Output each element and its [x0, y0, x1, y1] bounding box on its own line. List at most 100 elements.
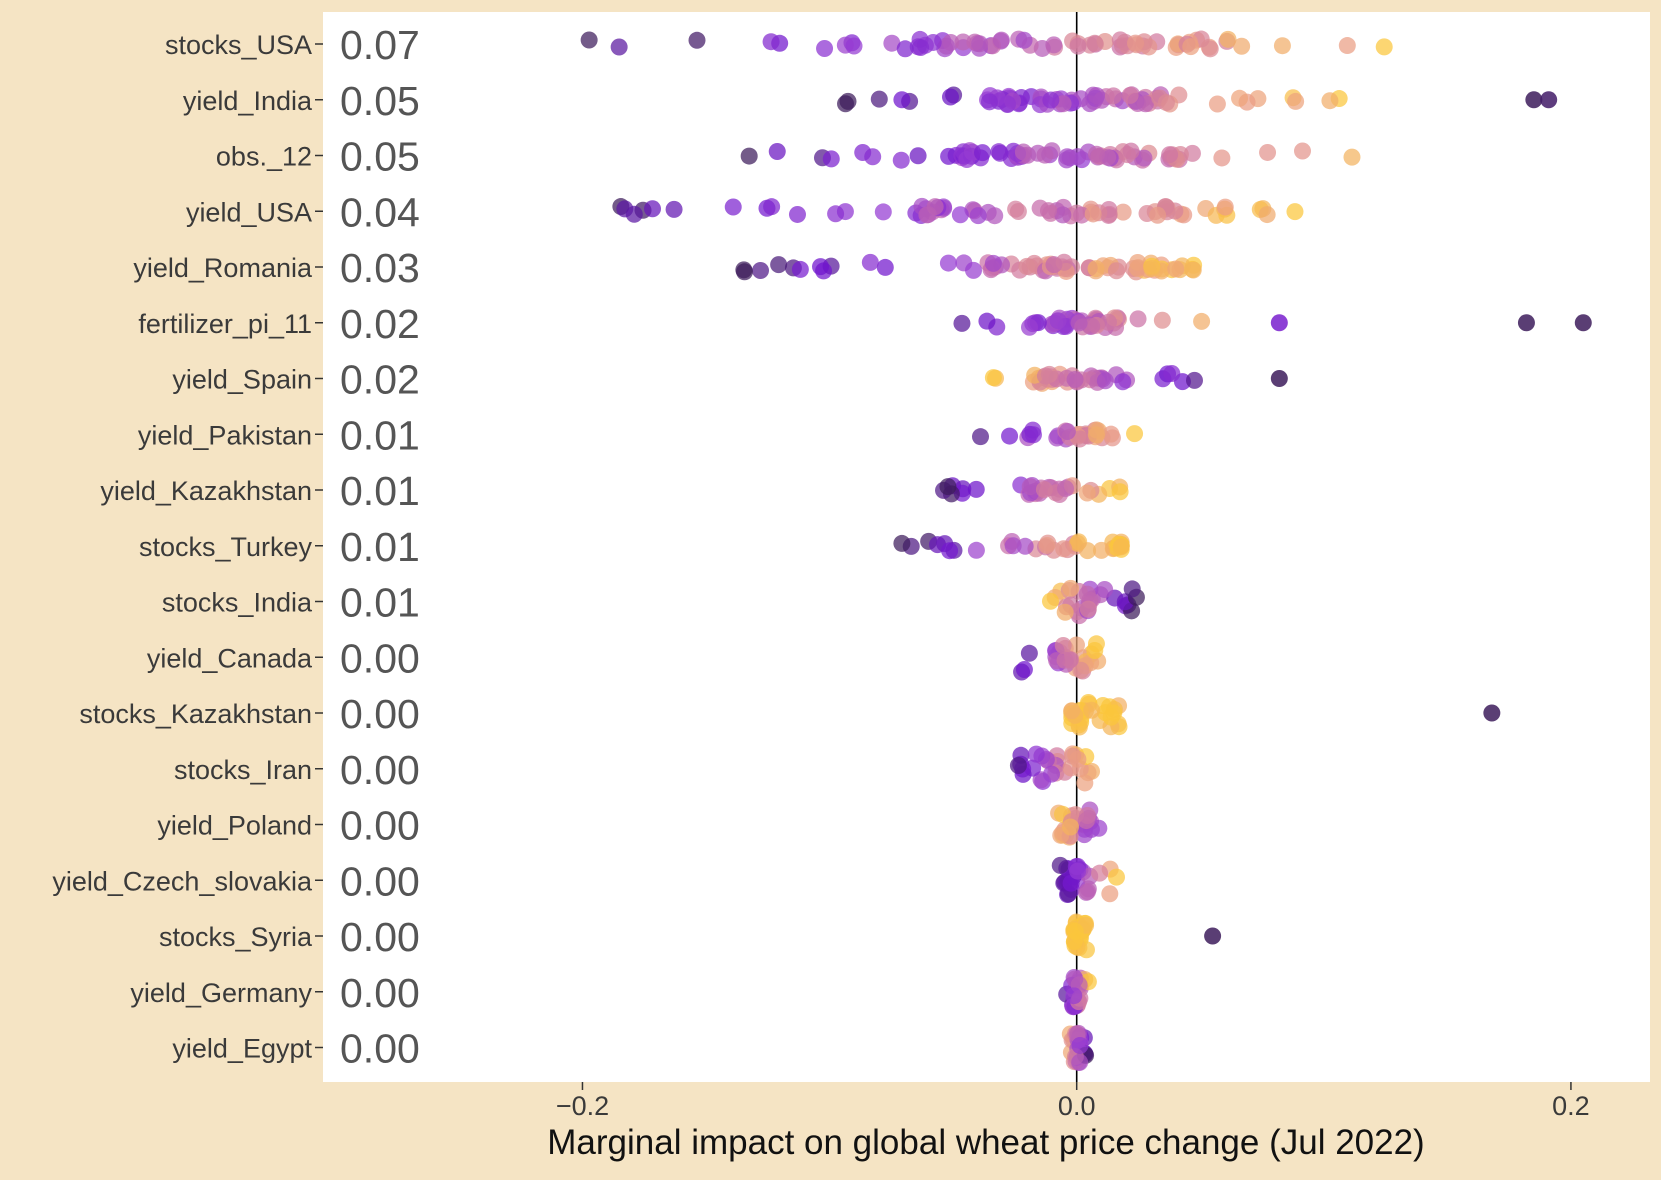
data-point	[1014, 143, 1032, 161]
feature-label: yield_Spain	[172, 365, 312, 395]
data-point	[1066, 970, 1084, 988]
data-point	[1069, 37, 1087, 55]
feature-label: stocks_India	[162, 588, 313, 618]
data-point	[1163, 365, 1181, 383]
data-point	[1167, 260, 1185, 278]
data-point	[953, 314, 971, 332]
data-point	[1078, 484, 1096, 502]
data-point	[1114, 373, 1132, 391]
data-point	[984, 254, 1002, 272]
data-point	[1121, 86, 1139, 104]
data-point	[762, 33, 780, 51]
feature-label: yield_Poland	[157, 811, 312, 841]
data-point	[1036, 367, 1054, 385]
data-point	[941, 88, 959, 106]
data-point	[1091, 864, 1109, 882]
feature-label: yield_Egypt	[172, 1034, 312, 1064]
data-point	[1062, 579, 1080, 597]
data-point	[1020, 644, 1038, 662]
data-point	[1072, 661, 1090, 679]
data-point	[1126, 34, 1144, 52]
data-point	[791, 260, 809, 278]
data-point	[1041, 592, 1059, 610]
data-point	[1123, 580, 1141, 598]
data-point	[770, 256, 788, 274]
data-point	[1009, 756, 1027, 774]
data-point	[1294, 142, 1312, 160]
data-point	[986, 207, 1004, 225]
data-point	[1258, 206, 1276, 224]
data-point	[1122, 142, 1140, 160]
importance-value: 0.03	[340, 245, 420, 291]
data-point	[1055, 540, 1073, 558]
data-point	[763, 198, 781, 216]
data-point	[1070, 314, 1088, 332]
data-point	[1027, 745, 1045, 763]
data-point	[969, 207, 987, 225]
data-point	[1066, 922, 1084, 940]
data-point	[1088, 87, 1106, 105]
data-point	[1102, 425, 1120, 443]
data-points	[580, 30, 1592, 1071]
data-point	[1107, 262, 1125, 280]
importance-value: 0.01	[340, 524, 420, 570]
outlier-point	[1540, 91, 1558, 109]
data-point	[1099, 148, 1117, 166]
data-point	[1338, 37, 1356, 55]
data-point	[1009, 202, 1027, 220]
data-point	[951, 206, 969, 224]
data-point	[788, 205, 806, 223]
data-point	[1135, 149, 1153, 167]
data-point	[1233, 37, 1251, 55]
data-point	[1021, 478, 1039, 496]
data-point	[1126, 425, 1144, 443]
data-point	[978, 312, 996, 330]
x-tick-label: 0.0	[1058, 1091, 1096, 1121]
data-point	[1076, 774, 1094, 792]
data-point	[1004, 537, 1022, 555]
data-point	[1216, 198, 1234, 216]
data-point	[839, 92, 857, 110]
data-point	[1112, 538, 1130, 556]
data-point	[893, 91, 911, 109]
importance-value: 0.00	[340, 914, 420, 960]
importance-value: 0.02	[340, 357, 420, 403]
data-point	[616, 200, 634, 218]
feature-label: stocks_Kazakhstan	[79, 699, 312, 729]
x-tick-label: −0.2	[556, 1091, 609, 1121]
data-point	[665, 200, 683, 218]
data-point	[1071, 1037, 1089, 1055]
data-point	[1182, 38, 1200, 56]
feature-label: stocks_Iran	[174, 755, 312, 785]
feature-label: yield_Pakistan	[138, 420, 312, 450]
outlier-point	[1204, 927, 1222, 945]
data-point	[1031, 199, 1049, 217]
data-point	[1067, 636, 1085, 654]
data-point	[845, 37, 863, 55]
importance-value: 0.02	[340, 301, 420, 347]
data-point	[1213, 149, 1231, 167]
data-point	[1054, 637, 1072, 655]
data-point	[1088, 426, 1106, 444]
data-point	[688, 31, 706, 49]
data-point	[1035, 481, 1053, 499]
data-point	[1287, 92, 1305, 110]
data-point	[1219, 30, 1237, 48]
data-point	[1078, 585, 1096, 603]
data-point	[1058, 148, 1076, 166]
data-point	[1077, 812, 1095, 830]
outlier-point	[1270, 370, 1288, 387]
data-point	[816, 40, 834, 58]
data-point	[1038, 536, 1056, 554]
data-point	[827, 205, 845, 223]
data-point	[883, 34, 901, 52]
data-point	[1129, 253, 1147, 271]
feature-label: yield_Czech_slovakia	[52, 866, 313, 896]
data-point	[940, 147, 958, 165]
feature-labels: stocks_USA yield_India obs._12 yield_USAyie…	[52, 30, 323, 1064]
outlier-point	[1270, 314, 1288, 332]
data-point	[740, 147, 758, 165]
data-point	[967, 480, 985, 498]
